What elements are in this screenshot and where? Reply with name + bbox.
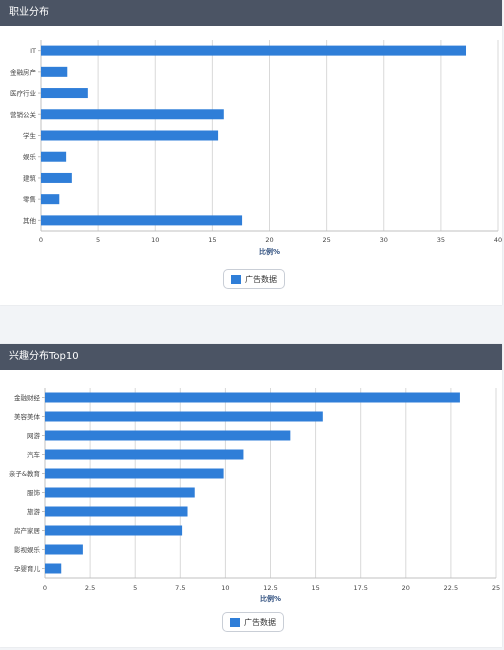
bar [41, 88, 88, 99]
bar [41, 66, 68, 77]
category-label: 网游 [27, 431, 41, 440]
x-tick-label: 2.5 [85, 584, 95, 592]
bar [45, 544, 83, 555]
x-axis-title: 比例% [260, 594, 281, 603]
bar [45, 430, 291, 441]
category-label: 服饰 [27, 488, 41, 497]
bar [45, 411, 323, 422]
bar [45, 506, 188, 517]
occupation-legend-label: 广告数据 [245, 274, 277, 284]
bar [41, 151, 67, 162]
category-label: IT [30, 47, 36, 55]
bar [45, 392, 460, 403]
x-tick-label: 12.5 [263, 584, 277, 592]
occupation-panel: 职业分布 0 5 10 15 20 25 30 35 40 IT 金融房产医疗行业营销公关学生娱乐建… [0, 0, 502, 305]
x-tick-label: 20 [402, 584, 410, 592]
x-tick-label: 10 [221, 584, 229, 592]
occupation-panel-title: 职业分布 [0, 0, 502, 26]
category-label: 娱乐 [23, 152, 37, 161]
x-tick-label: 5 [96, 236, 100, 244]
interest-panel: 兴趣分布Top10 0 2.5 5 7.5 10 12.5 15 17.5 20 22.5 25 金融… [0, 344, 502, 647]
x-tick-label: 15 [208, 236, 216, 244]
bar [45, 468, 224, 479]
legend-swatch-icon [230, 617, 240, 627]
interest-bar-chart: 0 2.5 5 7.5 10 12.5 15 17.5 20 22.5 25 金融财经美容美体网游汽车… [9, 388, 500, 603]
interest-legend[interactable]: 广告数据 [222, 612, 284, 632]
bar [41, 130, 219, 141]
category-label: 营销公关 [10, 110, 37, 119]
x-tick-label: 25 [492, 584, 500, 592]
legend-swatch-icon [231, 274, 241, 284]
x-tick-label: 7.5 [175, 584, 185, 592]
x-tick-label: 0 [43, 584, 47, 592]
x-tick-label: 25 [322, 236, 330, 244]
category-label: 其他 [23, 216, 37, 225]
category-label: 学生 [23, 131, 37, 140]
bar [41, 215, 243, 226]
x-tick-label: 0 [39, 236, 43, 244]
category-label: 旅游 [27, 507, 41, 516]
bar [45, 487, 195, 498]
x-tick-label: 40 [494, 236, 502, 244]
interest-panel-title: 兴趣分布Top10 [0, 344, 502, 370]
x-tick-label: 20 [265, 236, 273, 244]
category-label: 零售 [23, 195, 36, 204]
interest-legend-label: 广告数据 [244, 617, 276, 627]
category-label: 汽车 [27, 450, 41, 459]
bar [41, 172, 72, 183]
x-axis-title: 比例% [259, 247, 280, 256]
x-tick-label: 15 [311, 584, 319, 592]
bar [45, 525, 183, 536]
category-label: 医疗行业 [10, 89, 37, 98]
category-label: 影视娱乐 [14, 545, 41, 554]
occupation-legend[interactable]: 广告数据 [223, 269, 285, 289]
bar [41, 45, 467, 56]
x-tick-label: 5 [133, 584, 137, 592]
x-tick-label: 10 [151, 236, 159, 244]
x-tick-label: 30 [380, 236, 388, 244]
category-label: 房产家居 [14, 526, 41, 535]
category-label: 建筑 [23, 173, 37, 182]
x-tick-label: 35 [437, 236, 445, 244]
x-tick-label: 17.5 [353, 584, 367, 592]
category-label: 金融财经 [14, 393, 41, 402]
bar [45, 449, 244, 460]
category-label: 美容美体 [14, 412, 41, 421]
category-label: 金融房产 [10, 67, 37, 76]
category-label: 亲子&教育 [9, 469, 41, 478]
bar [41, 194, 60, 205]
bar [45, 563, 62, 574]
bar [41, 109, 224, 120]
occupation-bar-chart: 0 5 10 15 20 25 30 35 40 IT 金融房产医疗行业营销公关学生娱乐建筑零售其他… [10, 40, 502, 256]
x-tick-label: 22.5 [444, 584, 458, 592]
category-label: 孕婴育儿 [14, 564, 41, 573]
